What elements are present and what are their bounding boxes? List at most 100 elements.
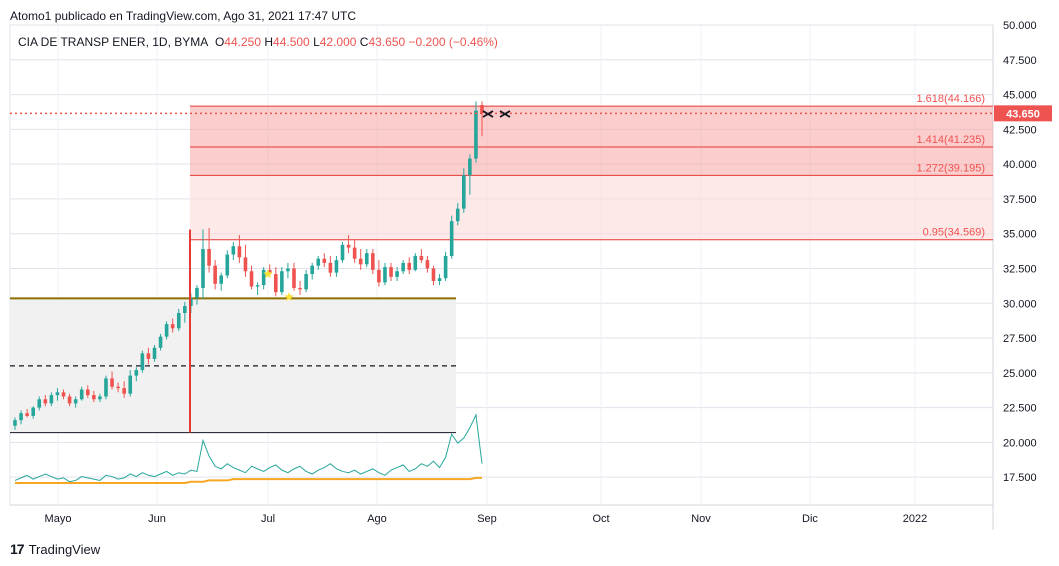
candle-body bbox=[255, 285, 260, 287]
candle-body bbox=[401, 262, 405, 272]
low-value: 42.000 bbox=[319, 35, 357, 49]
candle-body bbox=[128, 375, 133, 394]
candle-body bbox=[328, 262, 333, 273]
airplane-icon bbox=[482, 110, 494, 118]
y-tick-label: 50.000 bbox=[1003, 20, 1037, 32]
candle-body bbox=[364, 253, 369, 265]
y-tick-label: 27.500 bbox=[1003, 333, 1037, 345]
candle-body bbox=[140, 353, 145, 371]
y-tick-label: 40.000 bbox=[1003, 159, 1037, 171]
candle-body bbox=[383, 267, 387, 283]
candle-body bbox=[310, 265, 314, 275]
y-tick-label: 32.500 bbox=[1003, 263, 1037, 275]
candle-body bbox=[280, 271, 284, 293]
y-tick-label: 45.000 bbox=[1003, 90, 1037, 102]
candle-body bbox=[437, 278, 442, 281]
candle-body bbox=[104, 378, 108, 397]
symbol-name[interactable]: CIA DE TRANSP ENER, 1D, BYMA bbox=[18, 35, 209, 49]
candle-body bbox=[413, 255, 418, 270]
candle-body bbox=[13, 420, 17, 426]
candle-body bbox=[67, 396, 72, 404]
volume-ma-line bbox=[15, 476, 482, 484]
candle-body bbox=[92, 395, 96, 400]
candle-body bbox=[122, 388, 126, 394]
candle-body bbox=[322, 258, 327, 263]
y-tick-label: 22.500 bbox=[1003, 403, 1037, 415]
candle-body bbox=[455, 208, 460, 222]
fib-level-label: 1.618(44.166) bbox=[917, 93, 986, 105]
x-tick-label: Mayo bbox=[45, 513, 72, 525]
x-tick-label: Jul bbox=[261, 513, 275, 525]
fib-level-label: 1.272(39.195) bbox=[917, 162, 986, 174]
y-tick-label: 47.500 bbox=[1003, 55, 1037, 67]
publish-info: Atomo1 publicado en TradingView.com, Ago… bbox=[10, 9, 357, 23]
candle-body bbox=[116, 386, 120, 389]
candle-body bbox=[377, 269, 381, 283]
candle-body bbox=[273, 274, 278, 293]
candle-body bbox=[334, 260, 339, 273]
candle-body bbox=[85, 389, 90, 396]
candle-body bbox=[395, 271, 399, 277]
open-value: 44.250 bbox=[224, 35, 261, 49]
x-tick-label: Ago bbox=[367, 513, 387, 525]
candle-body bbox=[443, 255, 448, 279]
x-tick-label: Jun bbox=[148, 513, 166, 525]
star-marker-icon bbox=[284, 292, 294, 301]
candle-body bbox=[43, 399, 48, 404]
candle-body bbox=[73, 399, 78, 404]
candle-body bbox=[219, 275, 224, 284]
candle-body bbox=[316, 258, 321, 266]
candle-body bbox=[146, 353, 151, 359]
close-value: 43.650 bbox=[368, 35, 406, 49]
last-price-tag bbox=[994, 105, 1052, 122]
y-tick-label: 42.500 bbox=[1003, 124, 1037, 136]
candle-body bbox=[249, 271, 254, 287]
candle-body bbox=[225, 254, 230, 276]
fib-zone-upper bbox=[190, 106, 993, 176]
x-tick-label: Sep bbox=[477, 513, 497, 525]
candle-body bbox=[352, 247, 357, 259]
last-price-value: 43.650 bbox=[1006, 108, 1040, 120]
footer-brand[interactable]: 17 TradingView bbox=[10, 541, 100, 557]
candle-body bbox=[480, 105, 484, 114]
candle-body bbox=[468, 158, 472, 176]
candle-body bbox=[237, 246, 242, 258]
fib-level-label: 0.95(34.569) bbox=[923, 227, 985, 239]
symbol-legend: CIA DE TRANSP ENER, 1D, BYMA O 44.250 H 44… bbox=[18, 35, 498, 49]
open-label: O bbox=[214, 35, 225, 49]
candle-body bbox=[183, 306, 187, 313]
y-tick-label: 20.000 bbox=[1003, 437, 1037, 449]
candle-body bbox=[170, 324, 175, 329]
candle-body bbox=[449, 221, 454, 256]
candle-body bbox=[286, 268, 290, 272]
x-tick-label: Oct bbox=[592, 513, 609, 525]
candle-body bbox=[31, 407, 35, 416]
y-tick-label: 37.500 bbox=[1003, 194, 1037, 206]
candle-body bbox=[243, 257, 248, 272]
candle-body bbox=[152, 347, 157, 359]
fib-level-label: 1.414(41.235) bbox=[917, 134, 986, 146]
candle-body bbox=[176, 313, 181, 329]
star-marker-icon bbox=[263, 269, 273, 278]
candle-body bbox=[49, 395, 54, 404]
candle-body bbox=[201, 249, 205, 288]
brand-name: TradingView bbox=[28, 541, 101, 557]
candle-body bbox=[407, 262, 412, 270]
volume-line bbox=[14, 413, 483, 483]
candle-body bbox=[425, 260, 430, 269]
airplane-icon bbox=[499, 110, 511, 118]
candle-body bbox=[110, 378, 114, 387]
candle-body bbox=[292, 268, 296, 288]
candle-body bbox=[340, 244, 345, 261]
candle-body bbox=[298, 287, 302, 290]
candle-body bbox=[158, 336, 163, 348]
candle-body bbox=[371, 253, 375, 270]
candle-body bbox=[304, 274, 308, 290]
candle-body bbox=[474, 110, 478, 159]
candle-body bbox=[79, 389, 84, 400]
candle-body bbox=[231, 246, 236, 255]
candle-body bbox=[346, 244, 351, 248]
candle-body bbox=[389, 267, 393, 277]
candle-body bbox=[164, 324, 169, 337]
